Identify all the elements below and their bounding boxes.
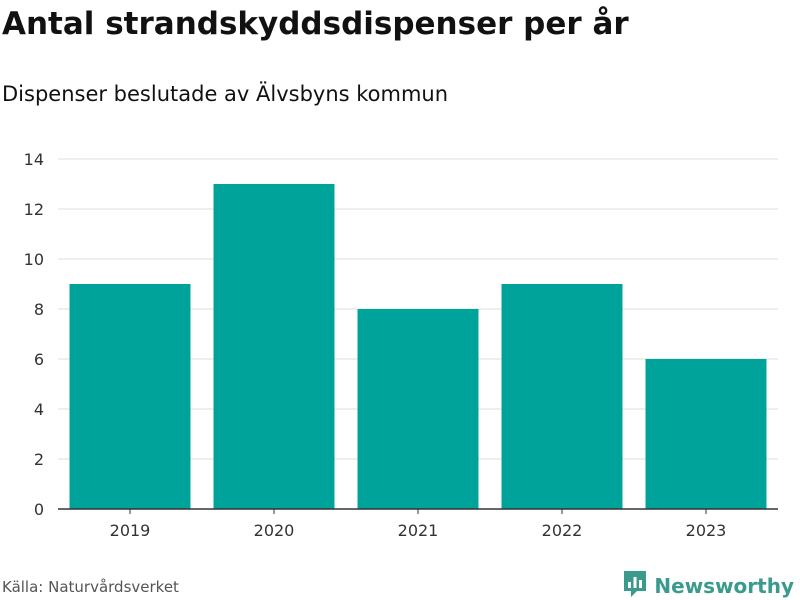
x-tick-label: 2022 [542, 521, 583, 540]
y-tick-label: 12 [24, 200, 44, 219]
y-tick-label: 2 [34, 450, 44, 469]
brand-logo: Newsworthy [622, 569, 794, 600]
y-tick-label: 6 [34, 350, 44, 369]
x-tick-label: 2019 [110, 521, 151, 540]
y-tick-label: 14 [24, 150, 44, 169]
x-tick-label: 2023 [686, 521, 727, 540]
bar [501, 284, 623, 509]
y-tick-label: 4 [34, 400, 44, 419]
y-tick-label: 10 [24, 250, 44, 269]
x-tick-label: 2021 [398, 521, 439, 540]
y-tick-label: 0 [34, 500, 44, 519]
source-note: Källa: Naturvårdsverket [2, 578, 179, 596]
bar [69, 284, 191, 509]
y-tick-label: 8 [34, 300, 44, 319]
bar [357, 309, 479, 509]
chart-title: Antal strandskyddsdispenser per år [2, 6, 629, 42]
newsworthy-logo-icon [622, 569, 648, 600]
x-tick-label: 2020 [254, 521, 295, 540]
brand-name: Newsworthy [654, 574, 794, 598]
bar [213, 184, 335, 509]
bar [645, 359, 767, 509]
chart-subtitle: Dispenser beslutade av Älvsbyns kommun [2, 82, 449, 106]
